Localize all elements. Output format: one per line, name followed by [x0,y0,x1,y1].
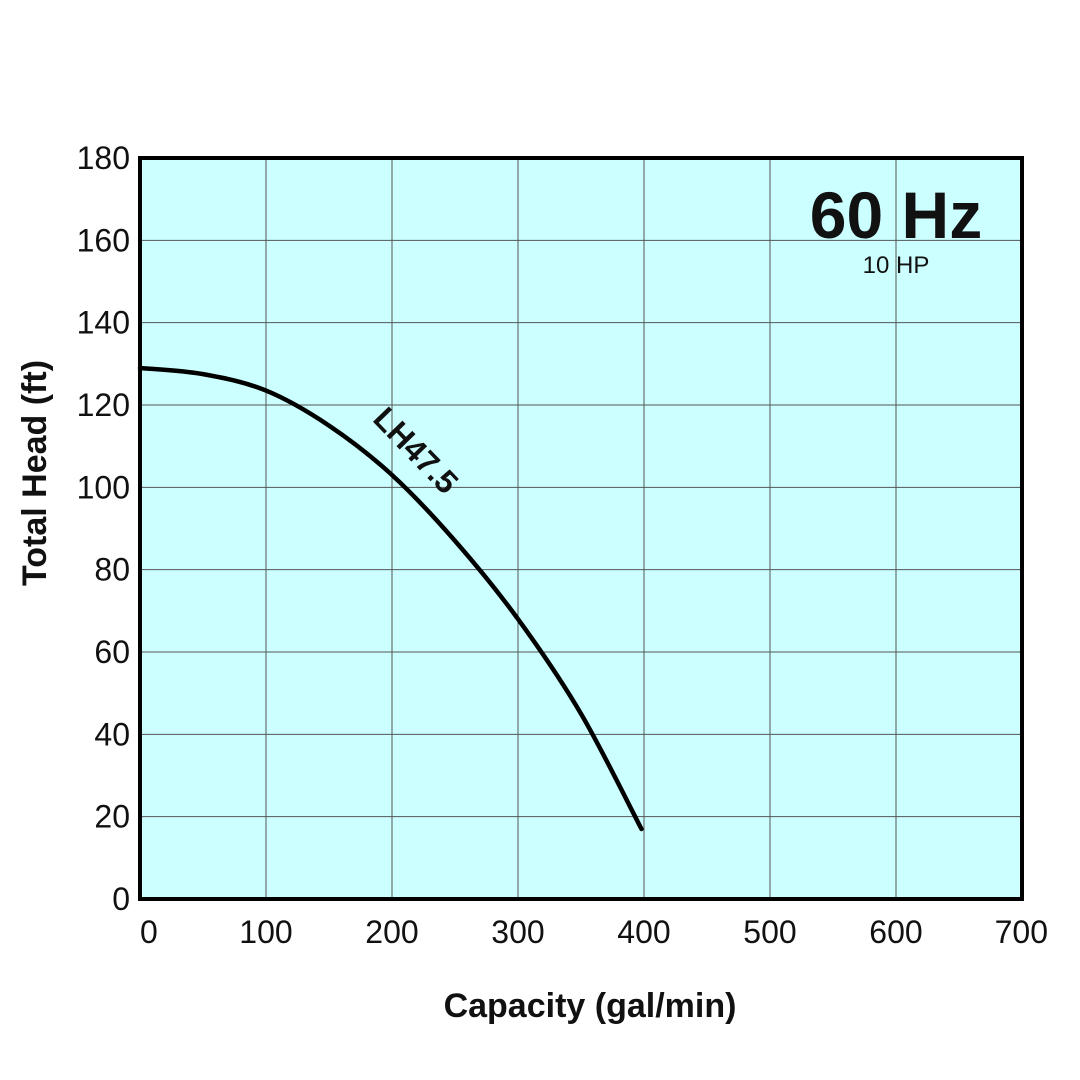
x-tick-label: 300 [491,914,544,950]
x-tick-label: 100 [239,914,292,950]
frequency-label: 60 Hz [810,178,982,252]
y-tick-label: 20 [94,799,130,835]
y-tick-labels: 0 20 40 60 80 100 120 140 160 180 [77,140,130,917]
x-tick-label: 500 [743,914,796,950]
y-tick-label: 120 [77,387,130,423]
series-line-lh47-5 [137,365,644,832]
y-tick-label: 60 [94,634,130,670]
y-tick-label: 0 [112,881,130,917]
x-tick-label: 700 [995,914,1048,950]
y-tick-label: 140 [77,305,130,341]
plot-area-border [138,156,1024,901]
power-label: 10 HP [863,252,930,279]
x-tick-labels: 0 100 200 300 400 500 600 700 [140,914,1048,950]
plot-area-background [140,158,1022,899]
x-axis-title: Capacity (gal/min) [444,987,737,1025]
x-tick-label: 200 [365,914,418,950]
x-tick-label: 600 [869,914,922,950]
x-tick-label: 0 [140,914,158,950]
y-tick-label: 100 [77,469,130,505]
y-tick-label: 40 [94,716,130,752]
y-tick-label: 80 [94,552,130,588]
y-tick-label: 180 [77,140,130,176]
y-tick-label: 160 [77,222,130,258]
y-axis-title: Total Head (ft) [16,360,54,586]
x-tick-label: 400 [617,914,670,950]
